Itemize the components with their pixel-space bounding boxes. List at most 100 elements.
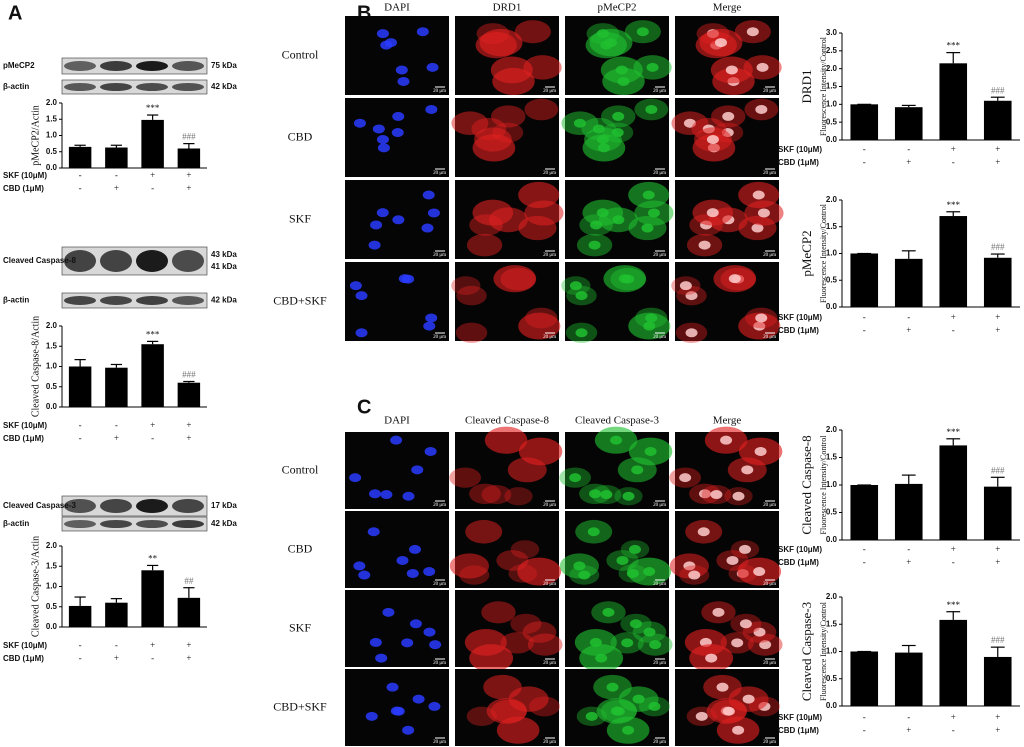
nucleus: [384, 38, 397, 48]
nucleus: [349, 473, 362, 483]
nucleus: [395, 65, 408, 75]
treatment-sign: +: [995, 144, 1000, 154]
treatment-sign: -: [115, 640, 118, 650]
treatment-sign: +: [951, 712, 956, 722]
scale-bar-label: 20 μm: [543, 503, 556, 508]
row-label: SKF: [289, 620, 311, 634]
nucleus: [416, 27, 429, 37]
cell-body: [500, 632, 534, 654]
blot-band: [100, 520, 132, 528]
y-tick-label: 1.0: [46, 582, 58, 591]
nucleus: [402, 491, 415, 501]
nucleus: [732, 725, 745, 735]
y-tick-label: 0.0: [46, 163, 58, 172]
scale-bar-label: 20 μm: [763, 661, 776, 666]
cell-body: [514, 20, 551, 44]
cell-body: [481, 484, 512, 505]
treatment-sign: +: [995, 544, 1000, 554]
nucleus: [618, 274, 631, 284]
scale-bar-label: 20 μm: [543, 582, 556, 587]
blot-row-label: β-actin: [3, 296, 29, 305]
column-header: pMeCP2: [597, 2, 636, 14]
nucleus: [741, 465, 754, 475]
nucleus: [643, 627, 656, 637]
blot-size-label: 42 kDa: [211, 296, 237, 305]
scale-bar-label: 20 μm: [433, 253, 446, 258]
scale-bar-label: 20 μm: [763, 582, 776, 587]
nucleus: [595, 653, 608, 663]
column-header: DRD1: [493, 2, 522, 14]
significance-label: ***: [146, 103, 160, 113]
nucleus: [705, 653, 718, 663]
y-axis-label: Cleaved Caspase-3: [799, 602, 814, 701]
scale-bar-label: 20 μm: [433, 582, 446, 587]
significance-label: ***: [947, 600, 961, 610]
cell-body: [491, 105, 526, 128]
nucleus: [423, 321, 436, 331]
cell-body: [518, 437, 563, 466]
y-tick-label: 1.0: [826, 249, 838, 258]
y-tick-label: 2.0: [826, 425, 838, 434]
treatment-sign: +: [186, 640, 191, 650]
nucleus: [426, 62, 439, 72]
y-tick-label: 0.5: [826, 117, 838, 126]
nucleus: [406, 568, 419, 578]
blot-strip: [61, 57, 208, 75]
nucleus: [429, 640, 442, 650]
treatment-sign: +: [150, 640, 155, 650]
y-tick-label: 1.5: [46, 114, 58, 123]
y-tick-label: 1.0: [46, 131, 58, 140]
nucleus: [636, 27, 649, 37]
cell-body: [455, 322, 488, 343]
blot-band: [172, 61, 204, 71]
significance-label: ###: [991, 85, 1005, 95]
nucleus: [596, 134, 609, 144]
y-tick-label: 0.0: [826, 701, 838, 710]
cell-body: [523, 55, 562, 80]
cell-body: [522, 621, 557, 643]
nucleus: [375, 653, 388, 663]
treatment-sign: -: [863, 312, 866, 322]
scale-bar-label: 20 μm: [433, 335, 446, 340]
nucleus: [615, 65, 628, 75]
blot-row-label: pMeCP2: [3, 61, 35, 70]
nucleus: [569, 281, 582, 291]
nucleus: [679, 281, 692, 291]
cell-body: [510, 613, 542, 634]
nucleus: [621, 638, 634, 648]
blot-band: [136, 296, 168, 305]
bar: [105, 147, 128, 168]
bar: [68, 605, 92, 627]
nucleus: [423, 627, 436, 637]
scale-bar-label: 20 μm: [763, 740, 776, 745]
nucleus: [358, 570, 371, 580]
treatment-sign: -: [115, 170, 118, 180]
nucleus: [722, 706, 735, 716]
treatment-label: CBD (1μM): [3, 184, 44, 193]
nucleus: [759, 640, 772, 650]
y-tick-label: 1.0: [826, 99, 838, 108]
micrograph: [345, 590, 449, 667]
treatment-sign: +: [150, 420, 155, 430]
nucleus: [396, 555, 409, 565]
nucleus: [642, 190, 655, 200]
nucleus: [716, 682, 729, 692]
y-tick-label: 0.5: [826, 508, 838, 517]
treatment-sign: -: [79, 170, 82, 180]
bar: [983, 257, 1012, 307]
blot-size-label: 43 kDa: [211, 250, 237, 259]
nucleus: [391, 128, 404, 138]
nucleus: [757, 208, 770, 218]
nucleus: [649, 640, 662, 650]
cell-body: [459, 565, 490, 585]
nucleus: [732, 491, 745, 501]
significance-label: ###: [991, 635, 1005, 645]
treatment-sign: +: [114, 433, 119, 443]
nucleus: [587, 527, 600, 537]
nucleus: [755, 104, 768, 114]
y-tick-label: 1.0: [46, 362, 58, 371]
nucleus: [402, 725, 415, 735]
nucleus: [753, 627, 766, 637]
bar: [177, 148, 201, 168]
